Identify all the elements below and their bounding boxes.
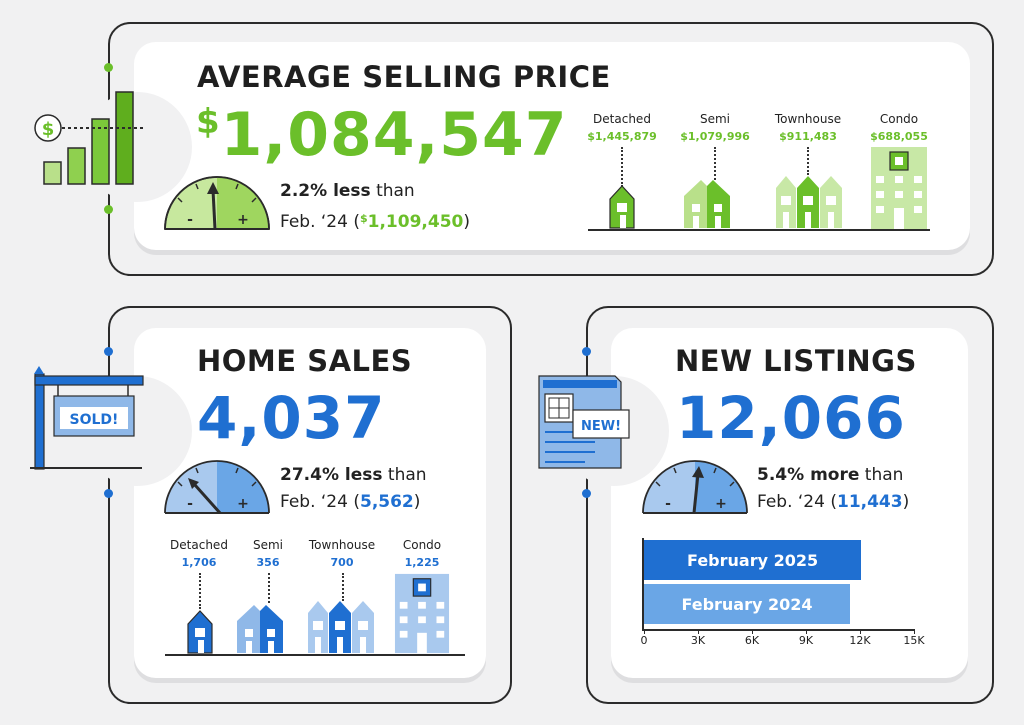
leader-line (342, 573, 344, 601)
detached-house-icon (609, 185, 635, 229)
prev-close: ) (413, 492, 421, 512)
plus-sign: + (237, 212, 249, 228)
listings-bar-chart: February 2025 February 2024 0 3K 6K 9K 12K 15K (632, 530, 932, 650)
minus-sign: - (187, 212, 193, 228)
home-sales-comparison: 27.4% less than Feb. ‘24 (5,562) (280, 462, 427, 516)
semi-house-icon (684, 180, 730, 228)
prev-label: Feb. ‘24 ( (757, 492, 837, 512)
x-tick-label: 9K (798, 634, 814, 647)
bar-february-2025: February 2025 (644, 540, 862, 580)
avg-price-title: AVERAGE SELLING PRICE (197, 60, 611, 94)
bar-february-2024: February 2024 (644, 584, 850, 624)
new-listings-title: NEW LISTINGS (675, 344, 917, 378)
type-value-detached: 1,706 (181, 556, 217, 569)
connector-dot (582, 489, 591, 498)
change-text: than (370, 181, 415, 201)
change-percent: 5.4% more (757, 465, 860, 485)
change-text: than (382, 465, 427, 485)
x-tick-mark (806, 629, 807, 634)
leader-line (714, 147, 716, 180)
baseline (588, 229, 930, 231)
connector-dot (104, 347, 113, 356)
prev-dollar: $ (359, 212, 368, 225)
x-tick-label: 3K (690, 634, 706, 647)
avg-price-value: $1,084,547 (196, 100, 568, 170)
condo-icon (394, 573, 450, 654)
new-listings-value: 12,066 (676, 384, 906, 452)
avg-price-number: 1,084,547 (220, 100, 568, 170)
dollar-sign: $ (196, 102, 221, 142)
type-value-townhouse: 700 (330, 556, 354, 569)
x-tick-mark (698, 629, 699, 634)
avg-price-comparison: 2.2% less than Feb. ‘24 ($1,109,450) (280, 178, 470, 236)
x-tick-label: 6K (744, 634, 760, 647)
type-label-condo: Condo (402, 538, 442, 552)
leader-line (199, 573, 201, 609)
change-percent: 2.2% less (280, 181, 371, 201)
gauge-icon: - + (642, 460, 748, 514)
prev-close: ) (463, 212, 470, 232)
plus-sign: + (715, 496, 727, 512)
semi-house-icon (237, 605, 283, 653)
prev-value: 5,562 (359, 492, 414, 512)
type-label-semi: Semi (699, 112, 731, 126)
plus-sign: + (237, 496, 249, 512)
prev-label: Feb. ‘24 ( (280, 212, 360, 232)
condo-icon (871, 147, 927, 229)
type-value-semi: 356 (256, 556, 280, 569)
townhouse-icon (308, 601, 374, 653)
townhouse-icon (776, 176, 842, 228)
x-tick-mark (914, 629, 915, 634)
detached-house-icon (187, 610, 213, 654)
x-tick-mark (644, 629, 645, 634)
new-listings-frame (586, 306, 994, 704)
prev-close: ) (902, 492, 910, 512)
change-percent: 27.4% less (280, 465, 383, 485)
x-tick-label: 12K (849, 634, 871, 647)
type-label-townhouse: Townhouse (774, 112, 842, 126)
new-listings-comparison: 5.4% more than Feb. ‘24 (11,443) (757, 462, 909, 516)
leader-line (268, 573, 270, 603)
home-sales-frame (108, 306, 512, 704)
type-label-townhouse: Townhouse (308, 538, 376, 552)
listing-document-icon: NEW! (538, 375, 630, 469)
connector-dot (104, 63, 113, 72)
sold-sign-icon: SOLD! (30, 366, 144, 470)
chart-axis-line (642, 538, 644, 630)
minus-sign: - (665, 496, 671, 512)
type-value-condo: 1,225 (404, 556, 440, 569)
type-value-semi: $1,079,996 (680, 130, 750, 143)
x-tick-mark (752, 629, 753, 634)
x-tick-label: 15K (903, 634, 925, 647)
prev-value: 11,443 (836, 492, 903, 512)
connector-dot (104, 205, 113, 214)
prev-value: 1,109,450 (367, 212, 464, 232)
gauge-icon: - + (164, 176, 270, 230)
new-badge: NEW! (581, 419, 621, 434)
chart-baseline (642, 629, 914, 631)
change-text: than (859, 465, 904, 485)
baseline (165, 654, 465, 656)
x-tick-mark (860, 629, 861, 634)
leader-line (807, 147, 809, 175)
type-value-townhouse: $911,483 (779, 130, 837, 143)
type-label-condo: Condo (879, 112, 919, 126)
type-label-semi: Semi (252, 538, 284, 552)
gauge-icon: - + (164, 460, 270, 514)
type-label-detached: Detached (593, 112, 651, 126)
type-value-detached: $1,445,879 (587, 130, 657, 143)
leader-line (621, 147, 623, 187)
type-label-detached: Detached (170, 538, 228, 552)
connector-dot (582, 347, 591, 356)
prev-label: Feb. ‘24 ( (280, 492, 360, 512)
home-sales-value: 4,037 (197, 384, 386, 452)
price-chart-icon: $ (34, 91, 144, 185)
home-sales-title: HOME SALES (197, 344, 413, 378)
connector-dot (104, 489, 113, 498)
minus-sign: - (187, 496, 193, 512)
sold-text: SOLD! (70, 412, 119, 428)
x-tick-label: 0 (640, 634, 648, 647)
type-value-condo: $688,055 (870, 130, 928, 143)
dollar-icon: $ (42, 119, 55, 140)
